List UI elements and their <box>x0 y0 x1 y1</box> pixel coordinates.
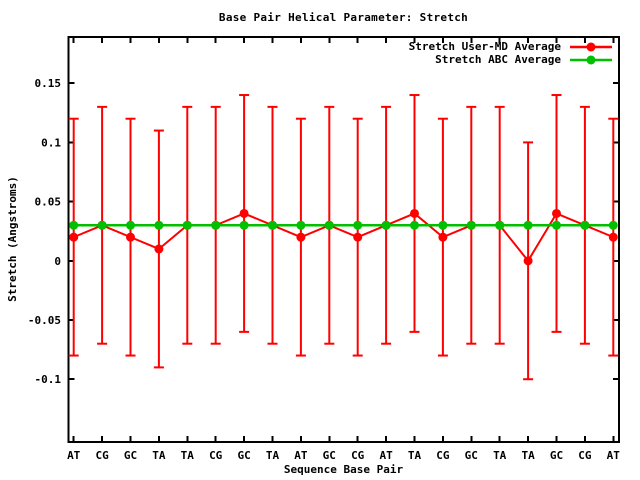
data-point-abc <box>324 220 334 230</box>
x-tick-label: CG <box>351 449 365 462</box>
data-point-abc <box>239 220 249 230</box>
x-tick-label: TA <box>152 449 166 462</box>
y-axis-label: Stretch (Angstroms) <box>6 176 19 302</box>
data-point-abc <box>410 220 419 230</box>
data-point-abc <box>126 220 135 230</box>
data-point-abc <box>97 220 107 230</box>
data-point-abc <box>69 220 79 230</box>
x-tick-label: AT <box>294 449 308 462</box>
data-point-abc <box>552 220 561 230</box>
x-tick-label: TA <box>521 449 535 462</box>
plot-border <box>67 36 620 443</box>
x-tick-label: GC <box>237 449 250 462</box>
data-point-abc <box>268 220 277 230</box>
y-tick-label: -0.1 <box>35 373 62 386</box>
x-tick-label: AT <box>67 449 81 462</box>
data-point-abc <box>211 220 221 230</box>
x-tick-label: GC <box>550 449 563 462</box>
x-tick-label: TA <box>408 449 422 462</box>
data-point-user-md <box>69 232 79 242</box>
legend-item-abc: Stretch ABC Average <box>435 53 613 66</box>
data-point-abc <box>296 220 306 230</box>
series-user-md-line <box>73 212 614 263</box>
data-point-user-md <box>154 244 164 254</box>
x-tick-label: CG <box>209 449 223 462</box>
data-point-user-md <box>552 208 561 218</box>
legend-sample-line-icon <box>570 55 612 64</box>
legend: Stretch User-MD Average Stretch ABC Aver… <box>409 40 613 66</box>
data-point-abc <box>466 220 476 230</box>
x-tick-label: AT <box>607 449 621 462</box>
x-tick-label: CG <box>95 449 109 462</box>
y-tick-label: 0.15 <box>35 77 62 90</box>
data-point-user-md <box>353 232 363 242</box>
data-point-abc <box>182 220 192 230</box>
x-tick-label: AT <box>379 449 393 462</box>
data-point-user-md <box>410 208 419 218</box>
legend-item-user-md: Stretch User-MD Average <box>409 40 613 53</box>
data-point-abc <box>353 220 363 230</box>
x-tick-label: GC <box>465 449 478 462</box>
data-point-abc <box>523 220 533 230</box>
x-tick-label: GC <box>323 449 336 462</box>
data-point-user-md <box>126 232 135 242</box>
legend-sample-line-icon <box>570 42 612 51</box>
data-point-user-md <box>296 232 306 242</box>
x-tick-label: CG <box>436 449 450 462</box>
x-tick-label: TA <box>181 449 195 462</box>
data-point-abc <box>154 220 164 230</box>
y-tick-label: -0.05 <box>28 314 61 327</box>
x-tick-label: CG <box>578 449 592 462</box>
data-point-abc <box>438 220 448 230</box>
y-tick-label: 0 <box>54 255 61 268</box>
x-axis-label: Sequence Base Pair <box>283 463 404 476</box>
data-point-abc <box>495 220 505 230</box>
data-point-abc <box>608 220 618 230</box>
data-point-abc <box>580 220 590 230</box>
chart-title: Base Pair Helical Parameter: Stretch <box>218 11 469 24</box>
x-tick-label: TA <box>493 449 507 462</box>
data-point-user-md <box>239 208 249 218</box>
legend-label-user-md: Stretch User-MD Average <box>408 40 561 53</box>
y-tick-label: 0.05 <box>35 196 62 209</box>
x-tick-label: TA <box>266 449 280 462</box>
data-point-abc <box>381 220 391 230</box>
data-point-user-md <box>438 232 448 242</box>
x-tick-label: GC <box>124 449 137 462</box>
data-point-user-md <box>608 232 618 242</box>
legend-label-abc: Stretch ABC Average <box>435 53 561 66</box>
y-tick-label: 0.1 <box>41 136 61 149</box>
data-point-user-md <box>523 256 533 266</box>
